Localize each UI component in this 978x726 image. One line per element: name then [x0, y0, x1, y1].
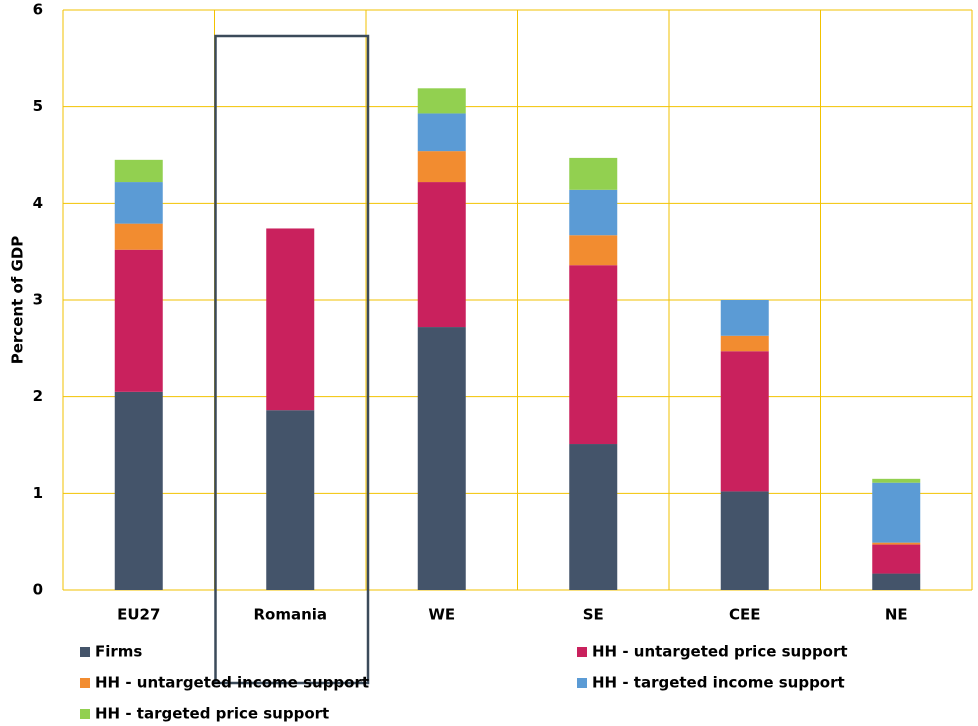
bar-segment	[872, 478, 921, 483]
bar-segment	[569, 444, 618, 590]
y-tick-label: 6	[33, 1, 43, 19]
x-tick-label: CEE	[729, 606, 761, 624]
bar-segment	[720, 335, 769, 352]
bar-segment	[114, 391, 163, 590]
y-tick-label: 3	[33, 291, 43, 309]
bar-segment	[569, 189, 618, 236]
bar-segment	[114, 249, 163, 392]
bar-segment	[417, 182, 466, 328]
bar-segment	[417, 88, 466, 114]
highlight-box	[214, 34, 370, 685]
legend-swatch	[80, 678, 90, 688]
bar-segment	[114, 182, 163, 224]
x-tick-label: SE	[583, 606, 604, 624]
bar-segment	[872, 544, 921, 574]
legend-swatch	[577, 647, 587, 657]
bar-segment	[569, 235, 618, 266]
x-tick-label: NE	[885, 606, 908, 624]
y-tick-label: 5	[33, 97, 43, 115]
y-tick-label: 4	[33, 194, 43, 212]
bar-segment	[872, 542, 921, 545]
y-tick-label: 2	[33, 387, 43, 405]
bar-segment	[720, 300, 769, 336]
bar-segment	[114, 159, 163, 183]
bar-segment	[417, 327, 466, 590]
bar-segment	[872, 573, 921, 590]
bar-segment	[569, 157, 618, 190]
y-axis-label: Percent of GDP	[9, 236, 27, 365]
bar-segment	[266, 410, 315, 590]
legend-swatch	[577, 678, 587, 688]
bar-segment	[720, 351, 769, 492]
bar-segment	[569, 265, 618, 445]
bar-segment	[872, 482, 921, 543]
legend-label: HH - untargeted price support	[592, 643, 848, 661]
bar-segment	[114, 223, 163, 250]
bar-segment	[417, 151, 466, 183]
legend-label: HH - untargeted income support	[95, 674, 369, 692]
x-tick-label: EU27	[117, 606, 160, 624]
legend-label: HH - targeted income support	[592, 674, 845, 692]
y-tick-label: 0	[33, 581, 43, 599]
bar-segment	[417, 113, 466, 152]
x-tick-label: Romania	[253, 606, 327, 624]
legend-swatch	[80, 647, 90, 657]
legend-label: Firms	[95, 643, 142, 661]
legend-swatch	[80, 709, 90, 719]
bar-segment	[720, 491, 769, 590]
legend-label: HH - targeted price support	[95, 705, 329, 723]
x-tick-label: WE	[428, 606, 455, 624]
bar-segment	[266, 228, 315, 411]
y-tick-label: 1	[33, 484, 43, 502]
